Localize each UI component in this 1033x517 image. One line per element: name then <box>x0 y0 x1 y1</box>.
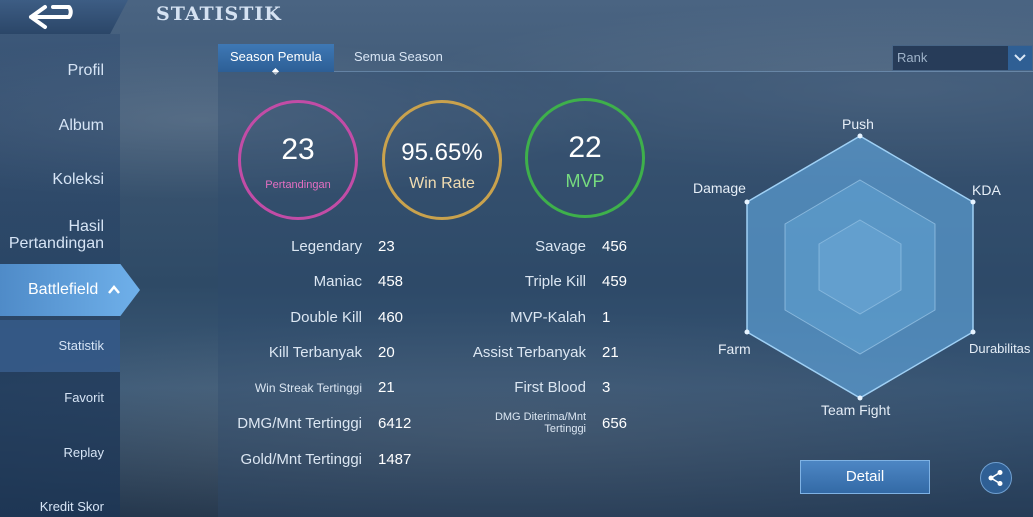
winrate-ring: 95.65% Win Rate <box>382 100 502 220</box>
radar-label-farm: Farm <box>718 341 751 357</box>
stat-value-first-blood: 3 <box>602 379 611 396</box>
stat-value-gold-mnt: 1487 <box>378 451 412 468</box>
radar-ring-mid <box>784 179 936 355</box>
chevron-up-icon <box>108 282 121 298</box>
chevron-down-icon <box>1008 46 1032 70</box>
matches-ring: 23 Pertandingan <box>238 100 358 220</box>
sidebar-subitem-kredit-skor[interactable]: Kredit Skor <box>39 499 104 514</box>
stat-value-legendary: 23 <box>378 238 395 255</box>
back-button[interactable] <box>0 0 128 34</box>
stat-value-mvp-kalah: 1 <box>602 309 611 326</box>
radar-label-push: Push <box>842 116 874 132</box>
radar-chart <box>744 133 976 401</box>
tab-semua-season[interactable]: Semua Season <box>354 49 443 64</box>
mvp-ring: 22 MVP <box>525 98 645 218</box>
radar-point-team-fight <box>857 395 863 401</box>
stat-value-dmg-diterima: 656 <box>602 415 628 432</box>
stat-label-mvp-kalah: MVP-Kalah <box>510 309 586 326</box>
radar-label-durabilitas: Durabilitas <box>969 341 1031 356</box>
winrate-value: 95.65% <box>401 139 483 166</box>
stat-label-savage: Savage <box>535 238 586 255</box>
season-tabs: Season Pemula Semua Season <box>218 44 1033 72</box>
radar-point-farm <box>744 329 750 335</box>
stat-label-dmg-mnt: DMG/Mnt Tertinggi <box>237 415 362 432</box>
stat-value-savage: 456 <box>602 238 628 255</box>
stat-value-dmg-mnt: 6412 <box>378 415 412 432</box>
stat-label-triple-kill: Triple Kill <box>524 273 586 290</box>
radar-label-team-fight: Team Fight <box>821 402 891 418</box>
stat-label-assist-terbanyak: Assist Terbanyak <box>472 344 586 361</box>
stat-value-triple-kill: 459 <box>602 273 628 290</box>
sidebar-subitem-favorit[interactable]: Favorit <box>64 390 104 405</box>
sidebar-item-battlefield[interactable]: Battlefield <box>0 264 140 316</box>
stat-value-kill-terbanyak: 20 <box>378 344 395 361</box>
mvp-count: 22 <box>568 131 602 164</box>
stat-label-double-kill: Double Kill <box>290 309 362 326</box>
stat-label-win-streak: Win Streak Tertinggi <box>254 381 362 395</box>
radar-label-damage: Damage <box>693 180 746 196</box>
radar-point-damage <box>744 199 750 205</box>
radar-ring-inner <box>818 219 902 315</box>
stat-label-legendary: Legendary <box>291 238 362 255</box>
radar-point-kda <box>970 199 976 205</box>
radar-point-durabilitas <box>970 329 976 335</box>
rank-dropdown[interactable]: Rank <box>892 45 1033 71</box>
back-arrow-icon <box>29 5 73 29</box>
matches-count: 23 <box>281 133 315 166</box>
stat-label-kill-terbanyak: Kill Terbanyak <box>268 344 362 361</box>
sidebar-item-hasil-pertandingan[interactable]: Hasil Pertandingan <box>8 218 104 252</box>
radar-point-push <box>857 133 863 139</box>
share-icon <box>988 470 1003 486</box>
tab-season-pemula[interactable]: Season Pemula <box>218 44 334 72</box>
sidebar-item-profil[interactable]: Profil <box>67 62 104 79</box>
matches-label: Pertandingan <box>265 179 331 191</box>
stat-value-win-streak: 21 <box>378 379 395 396</box>
sidebar-subitem-statistik[interactable]: Statistik <box>0 320 120 372</box>
stat-label-gold-mnt: Gold/Mnt Tertinggi <box>240 451 362 468</box>
sidebar-item-label: Battlefield <box>28 281 99 298</box>
stat-label-maniac: Maniac <box>313 273 362 290</box>
stat-value-assist-terbanyak: 21 <box>602 344 619 361</box>
page-title: STATISTIK <box>156 3 282 25</box>
radar-label-kda: KDA <box>972 182 1001 198</box>
stat-label-dmg-diterima: DMG Diterima/Mnt Tertinggi <box>494 411 586 435</box>
stat-value-maniac: 458 <box>378 273 404 290</box>
winrate-label: Win Rate <box>409 175 475 192</box>
rank-dropdown-value: Rank <box>897 50 928 65</box>
stat-label-first-blood: First Blood <box>514 379 586 396</box>
share-button[interactable] <box>980 462 1012 494</box>
sidebar-item-album[interactable]: Album <box>58 117 104 134</box>
sidebar-subitem-replay[interactable]: Replay <box>63 445 104 460</box>
sidebar-item-koleksi[interactable]: Koleksi <box>52 171 104 188</box>
stat-value-double-kill: 460 <box>378 309 404 326</box>
mvp-label: MVP <box>565 171 605 191</box>
detail-button[interactable]: Detail <box>800 460 930 494</box>
